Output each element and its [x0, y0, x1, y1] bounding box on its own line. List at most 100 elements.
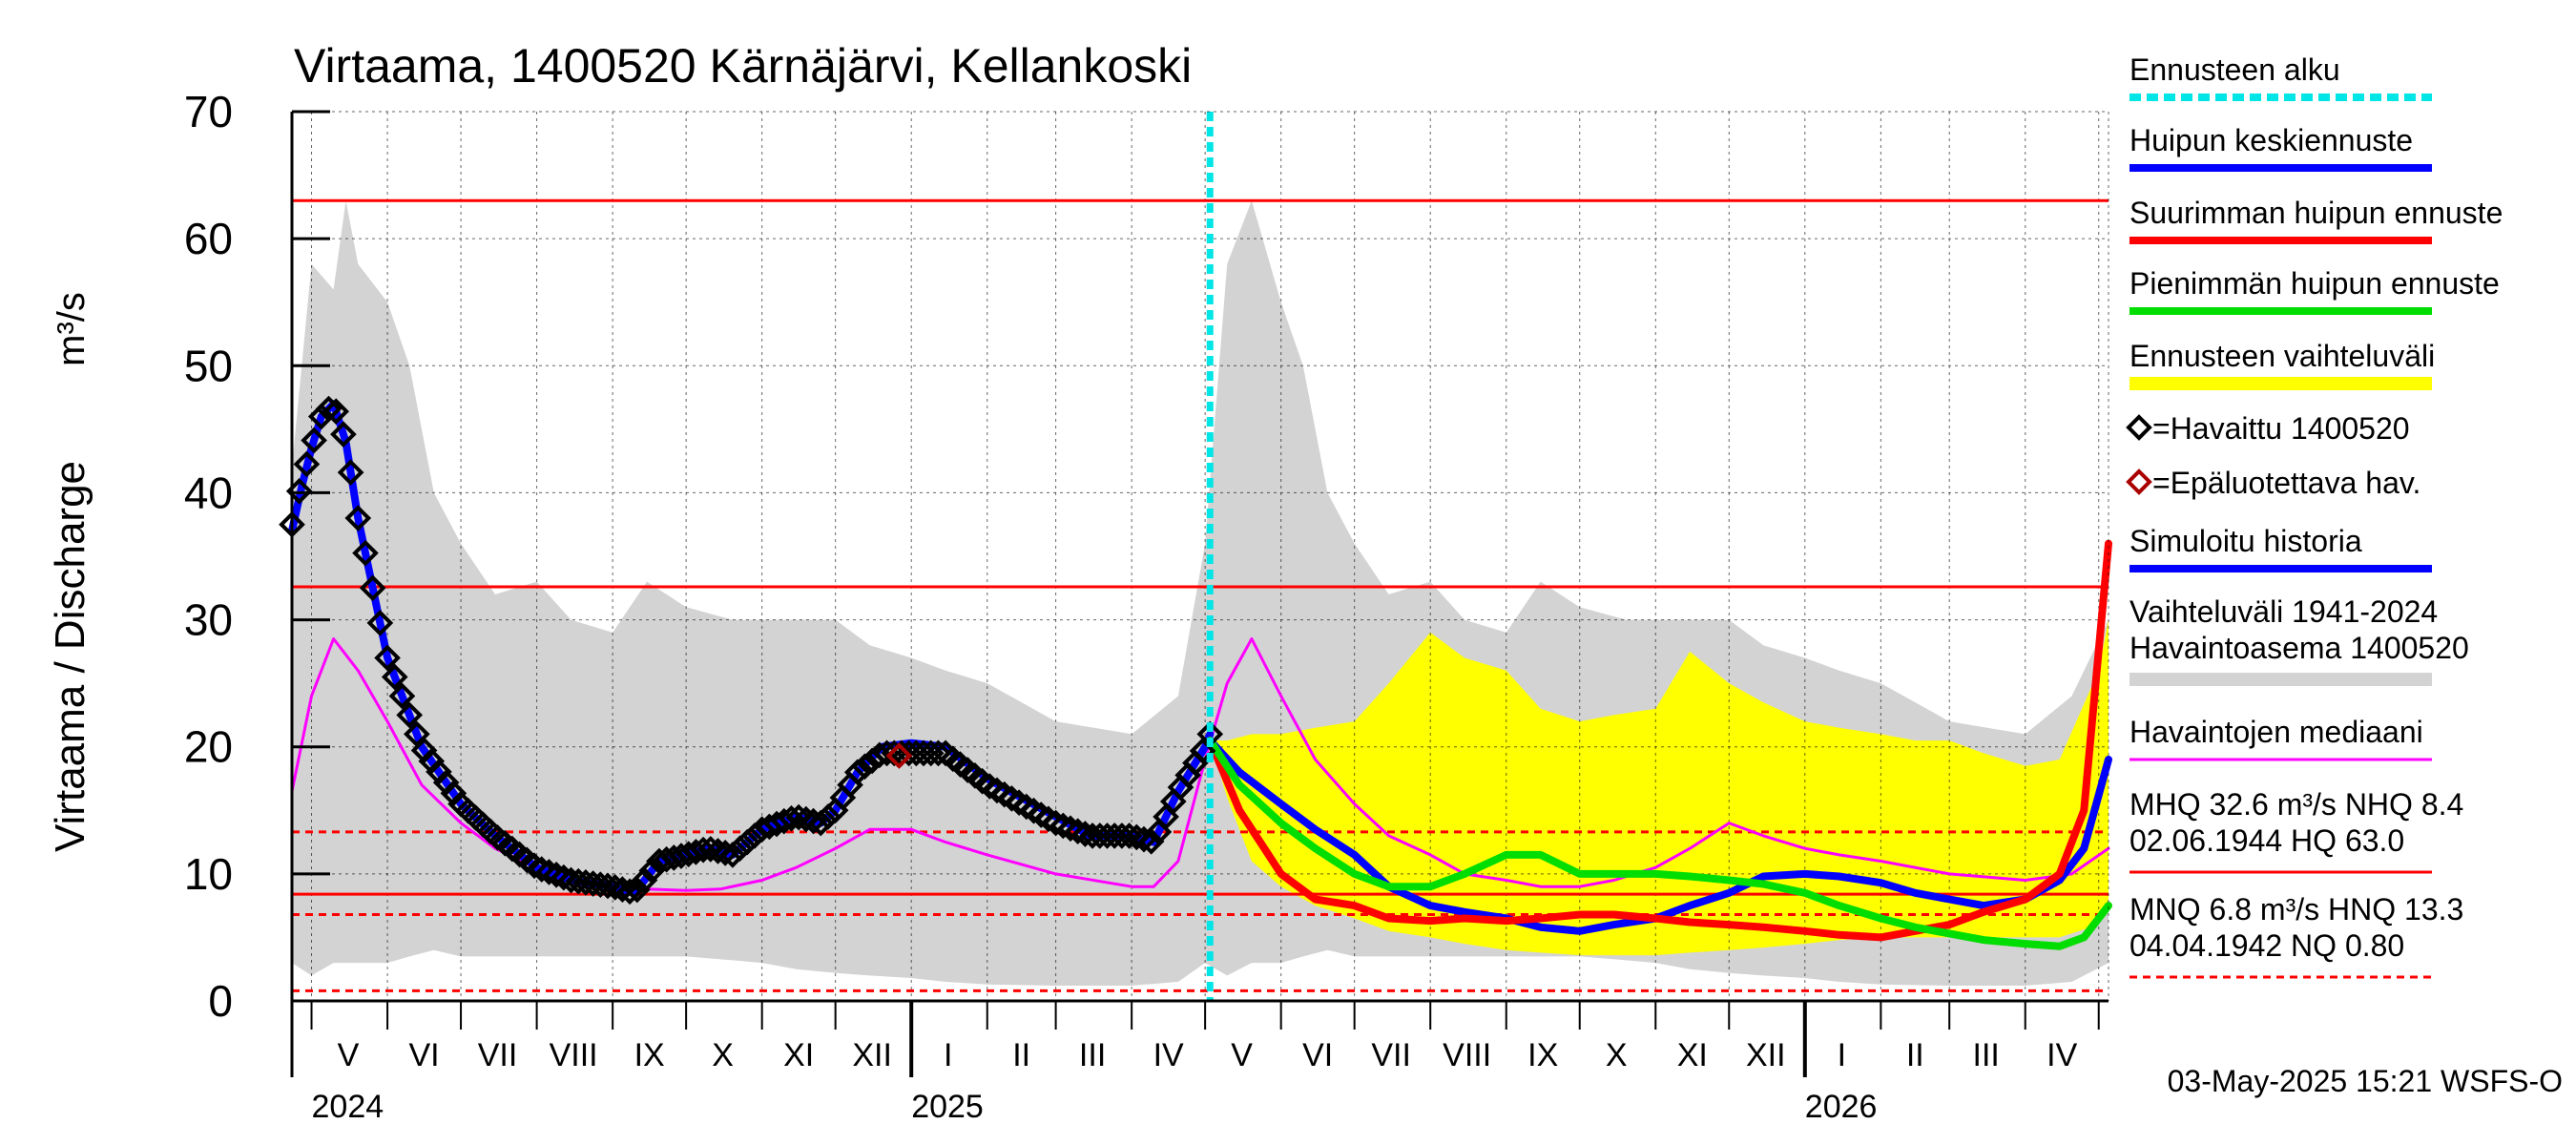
legend-havaittu-1400520-label: =Havaittu 1400520	[2152, 411, 2410, 446]
legend-ennusteen-vaihteluvali-label: Ennusteen vaihteluväli	[2129, 339, 2435, 373]
legend-huipun-keskiennuste-label: Huipun keskiennuste	[2129, 123, 2413, 157]
x-month-label: V	[1231, 1037, 1253, 1073]
marker-havaittu-1400520	[1057, 815, 1084, 843]
marker-havaittu-1400520	[418, 747, 446, 775]
y-tick-label: 40	[184, 468, 233, 517]
marker-havaittu-1400520	[322, 398, 350, 426]
footer-timestamp: 03-May-2025 15:21 WSFS-O	[2168, 1064, 2563, 1098]
marker-havaittu-1400520	[1064, 818, 1091, 844]
marker-havaittu-1400520	[594, 872, 621, 900]
marker-havaittu-1400520	[1042, 809, 1070, 837]
x-month-label: I	[1838, 1037, 1846, 1073]
legend-mnq-6-8-m-s-hnq-13-3-label: MNQ 6.8 m³/s HNQ 13.3	[2129, 892, 2463, 926]
legend-vaihteluvali-1941-2024-label: Vaihteluväli 1941-2024	[2129, 594, 2438, 629]
legend-havaintojen-mediaani-label: Havaintojen mediaani	[2129, 715, 2423, 749]
marker-havaittu-1400520	[638, 857, 666, 885]
marker-havaittu-1400520	[704, 838, 732, 864]
legend-mhq-32-6-m-s-nhq-8-4-label: MHQ 32.6 m³/s NHQ 8.4	[2129, 787, 2463, 822]
marker-havaittu-1400520	[572, 869, 599, 896]
y-axis-unit: m³/s	[51, 292, 93, 366]
legend-mhq-32-6-m-s-nhq-8-4-label-line2: 02.06.1944 HQ 63.0	[2129, 823, 2404, 858]
legend-havaittu-1400520-symbol	[2126, 414, 2152, 441]
legend-suurimman-huipun-ennuste-label: Suurimman huipun ennuste	[2129, 196, 2503, 230]
legend-pienimman-huipun-ennuste-label: Pienimmän huipun ennuste	[2129, 266, 2500, 301]
marker-havaittu-1400520	[793, 805, 820, 833]
x-month-label: XII	[852, 1037, 892, 1073]
chart-title: Virtaama, 1400520 Kärnäjärvi, Kellankosk…	[294, 39, 1192, 93]
marker-havaittu-1400520	[374, 644, 401, 672]
marker-havaittu-1400520	[565, 867, 592, 895]
x-month-label: II	[1906, 1037, 1924, 1073]
marker-havaittu-1400520	[579, 870, 607, 897]
marker-havaittu-1400520	[601, 874, 629, 901]
x-month-label: IV	[1153, 1037, 1184, 1073]
y-axis-label: Virtaama / Discharge	[47, 461, 93, 852]
marker-havaittu-1400520	[293, 450, 321, 478]
marker-havaittu-1400520	[315, 395, 343, 423]
x-month-label: I	[944, 1037, 952, 1073]
marker-havaittu-1400520	[726, 835, 754, 863]
y-tick-label: 70	[184, 87, 233, 136]
marker-havaittu-1400520	[426, 759, 452, 785]
legend-mnq-6-8-m-s-hnq-13-3-label-line2: 04.04.1942 NQ 0.80	[2129, 928, 2404, 963]
marker-havaittu-1400520	[843, 759, 871, 786]
marker-havaittu-1400520	[535, 859, 563, 885]
band-ennusteen-vaihteluvali	[1210, 619, 2109, 956]
marker-havaittu-1400520	[1137, 828, 1165, 855]
marker-havaittu-1400520	[330, 421, 357, 448]
legend-vaihteluvali-1941-2024-label-line2: Havaintoasema 1400520	[2129, 631, 2469, 665]
marker-havaittu-1400520	[741, 822, 768, 849]
legend: Ennusteen alku Huipun keskiennuste Suurimm…	[2126, 52, 2503, 979]
x-month-label: II	[1012, 1037, 1030, 1073]
x-month-label: XII	[1746, 1037, 1786, 1073]
marker-havaittu-1400520	[587, 871, 614, 899]
marker-havaittu-1400520	[410, 737, 438, 764]
marker-havaittu-1400520	[528, 856, 555, 883]
marker-havaittu-1400520	[337, 459, 364, 486]
marker-havaittu-1400520	[631, 866, 658, 894]
x-month-label: VI	[409, 1037, 440, 1073]
x-month-label: IV	[2046, 1037, 2077, 1073]
marker-havaittu-1400520	[660, 844, 688, 871]
marker-havaittu-1400520	[1115, 822, 1143, 849]
x-month-label: IX	[634, 1037, 665, 1073]
marker-havaittu-1400520	[1049, 812, 1077, 840]
y-tick-label: 30	[184, 595, 233, 645]
x-year-label: 2024	[312, 1089, 384, 1125]
legend-epaluotettava-hav-symbol	[2126, 468, 2152, 495]
marker-havaittu-1400520	[815, 803, 841, 830]
x-month-label: VII	[1371, 1037, 1411, 1073]
x-month-label: VII	[478, 1037, 518, 1073]
marker-havaittu-1400520	[551, 864, 577, 891]
x-month-label: XI	[1677, 1037, 1708, 1073]
x-month-label: VI	[1302, 1037, 1333, 1073]
bands-layer	[292, 200, 2109, 986]
marker-havaittu-1400520	[924, 739, 952, 767]
marker-havaittu-1400520	[396, 701, 423, 729]
marker-havaittu-1400520	[785, 803, 812, 831]
marker-havaittu-1400520	[388, 682, 416, 710]
y-tick-label: 10	[184, 849, 233, 899]
marker-havaittu-1400520	[696, 836, 724, 863]
marker-havaittu-1400520	[616, 878, 643, 906]
x-month-label: III	[1973, 1037, 2000, 1073]
observed-markers-layer	[279, 395, 1224, 906]
marker-havaittu-1400520	[432, 769, 460, 796]
y-tick-label: 60	[184, 214, 233, 263]
x-month-label: IX	[1527, 1037, 1558, 1073]
y-tick-label: 50	[184, 341, 233, 390]
marker-havaittu-1400520	[1189, 738, 1216, 764]
x-month-label: VIII	[550, 1037, 598, 1073]
marker-havaittu-1400520	[366, 610, 394, 636]
x-month-label: X	[712, 1037, 734, 1073]
marker-havaittu-1400520	[381, 663, 408, 691]
y-tick-label: 20	[184, 722, 233, 772]
marker-havaittu-1400520	[543, 861, 570, 888]
legend-ennusteen-alku-label: Ennusteen alku	[2129, 52, 2340, 87]
x-month-label: VIII	[1443, 1037, 1491, 1073]
x-year-label: 2025	[911, 1089, 984, 1125]
y-tick-label: 0	[208, 976, 233, 1026]
x-month-label: III	[1079, 1037, 1106, 1073]
